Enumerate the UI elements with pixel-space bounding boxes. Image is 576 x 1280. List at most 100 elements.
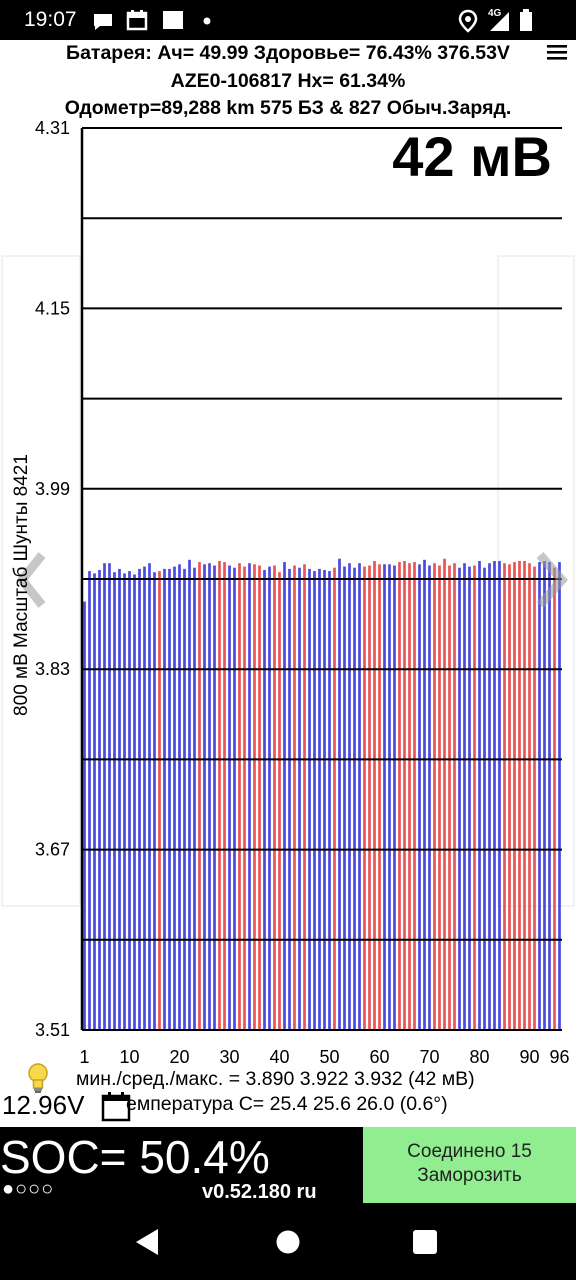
connect-status-label: Соединено 15 (407, 1141, 532, 1162)
cell-bar-13 (143, 566, 146, 1030)
cell-voltage-chart: 4.31 4.15 3.99 3.83 3.67 3.51 1 10 20 30 40 50 60 70 8… (1, 120, 575, 1067)
cell-bar-21 (183, 568, 186, 1030)
cell-bar-63 (393, 565, 396, 1030)
back-triangle-icon[interactable] (134, 1227, 162, 1257)
soc-value: SOC= 50.4% (0, 1131, 270, 1183)
x-tick-label: 90 (519, 1047, 539, 1067)
cell-bar-24 (198, 562, 201, 1030)
cell-bar-76 (458, 567, 461, 1030)
network-type: 4G (488, 8, 502, 19)
cell-bar-87 (513, 562, 516, 1030)
cell-bar-64 (398, 562, 401, 1030)
aux-battery-voltage: 12.96V (2, 1090, 85, 1120)
cell-bar-40 (278, 572, 281, 1030)
cell-bar-81 (483, 567, 486, 1030)
x-tick-label: 20 (169, 1047, 189, 1067)
cell-bar-52 (338, 558, 341, 1030)
cell-bar-1 (83, 601, 86, 1030)
cell-bar-35 (253, 564, 256, 1030)
cell-bar-71 (433, 563, 436, 1030)
cell-bar-43 (293, 565, 296, 1030)
cell-bar-48 (318, 568, 321, 1030)
chevron-right-icon[interactable] (536, 552, 568, 608)
page-dots[interactable]: ●○○○ (2, 1178, 55, 1200)
cell-bar-5 (103, 563, 106, 1030)
cell-bar-83 (493, 561, 496, 1030)
recents-square-icon[interactable] (412, 1229, 438, 1255)
cell-bar-59 (373, 561, 376, 1030)
cell-bar-3 (93, 573, 96, 1030)
x-tick-label: 80 (469, 1047, 489, 1067)
cell-bar-73 (443, 558, 446, 1030)
cell-bar-15 (153, 572, 156, 1030)
cell-bar-14 (148, 563, 151, 1030)
cell-bar-44 (298, 567, 301, 1030)
freeze-label: Заморозить (417, 1165, 522, 1186)
cell-bar-50 (328, 571, 331, 1030)
battery-icon (520, 9, 532, 31)
cell-bar-46 (308, 568, 311, 1030)
voltage-spread-label: 42 мВ (392, 125, 552, 188)
home-circle-icon[interactable] (275, 1229, 301, 1255)
cell-bar-22 (188, 559, 191, 1030)
cell-bar-30 (228, 565, 231, 1030)
cell-bar-54 (348, 563, 351, 1030)
left-panel-frame (1, 255, 81, 907)
cell-bar-28 (218, 561, 221, 1030)
cell-bar-4 (98, 570, 101, 1030)
cell-bar-31 (233, 567, 236, 1030)
cell-bar-94 (548, 562, 551, 1030)
cell-bar-66 (408, 563, 411, 1030)
cell-bar-36 (258, 565, 261, 1030)
cell-bar-12 (138, 568, 141, 1030)
cell-bar-6 (108, 563, 111, 1030)
cell-bar-70 (428, 565, 431, 1030)
cell-bar-32 (238, 563, 241, 1030)
cell-bar-41 (283, 562, 286, 1030)
cell-bar-45 (303, 564, 306, 1030)
cell-bar-17 (163, 568, 166, 1030)
x-tick-label: 70 (419, 1047, 439, 1067)
signal-icon (490, 12, 509, 31)
cell-bar-2 (88, 571, 91, 1030)
y-tick-label: 4.31 (35, 120, 70, 138)
cell-bar-93 (543, 561, 546, 1030)
cell-bar-37 (263, 570, 266, 1030)
y-tick-label: 3.67 (35, 840, 70, 860)
temperature-stats: емпература С= 25.4 25.6 26.0 (0.6°) (126, 1093, 448, 1115)
app-version: v0.52.180 ru (202, 1181, 317, 1203)
cell-bar-42 (288, 568, 291, 1030)
cell-bar-67 (413, 562, 416, 1030)
y-tick-label: 3.99 (35, 479, 70, 499)
x-tick-label: 1 (79, 1047, 89, 1067)
x-tick-label: 10 (119, 1047, 139, 1067)
cell-bar-74 (448, 565, 451, 1030)
y-tick-label: 4.15 (35, 298, 70, 318)
cell-bar-20 (178, 564, 181, 1030)
cell-bar-29 (223, 562, 226, 1030)
min-avg-max-stats: мин./сред./макс. = 3.890 3.922 3.932 (42… (76, 1068, 475, 1090)
cell-bar-39 (273, 565, 276, 1030)
cell-bar-82 (488, 563, 491, 1030)
vin-health-line: AZE0-106817 Hx= 61.34% (170, 70, 406, 92)
y-tick-label: 3.51 (35, 1020, 70, 1040)
cell-bar-95 (553, 567, 556, 1030)
calendar-icon (126, 10, 148, 31)
calendar-icon[interactable] (100, 1090, 132, 1122)
cell-bar-77 (463, 563, 466, 1030)
chevron-left-icon[interactable] (16, 552, 46, 608)
chat-bubble-icon (94, 14, 112, 30)
hamburger-menu-icon[interactable] (544, 40, 570, 64)
cell-bar-9 (123, 573, 126, 1030)
cell-bar-96 (558, 562, 561, 1030)
cell-bar-23 (193, 567, 196, 1030)
cell-bar-49 (323, 570, 326, 1030)
cell-bar-89 (523, 561, 526, 1030)
cell-bar-92 (538, 562, 541, 1030)
cell-bar-53 (343, 566, 346, 1030)
cell-bar-61 (383, 564, 386, 1030)
connect-freeze-button[interactable]: Соединено 15 Заморозить (363, 1127, 576, 1203)
cell-bar-84 (498, 561, 501, 1030)
battery-summary: Батарея: Ач= 49.99 Здоровье= 76.43% 376.… (66, 42, 510, 64)
bulb-icon[interactable] (26, 1062, 50, 1094)
